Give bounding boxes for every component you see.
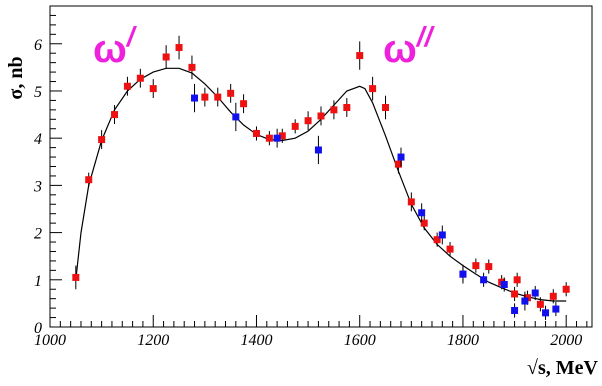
blue-data-point bbox=[438, 231, 446, 239]
red-data-point bbox=[356, 52, 364, 60]
y-tick-label: 5 bbox=[34, 84, 42, 101]
red-data-point bbox=[72, 273, 80, 281]
red-data-point bbox=[162, 53, 170, 61]
red-data-point bbox=[278, 132, 286, 140]
blue-data-point bbox=[232, 113, 240, 121]
red-data-point bbox=[201, 93, 209, 101]
x-tick-label: 1200 bbox=[137, 332, 169, 349]
red-data-point bbox=[407, 198, 415, 206]
x-tick-label: 2000 bbox=[550, 332, 582, 349]
red-data-point bbox=[291, 122, 299, 130]
red-data-point bbox=[382, 103, 390, 111]
red-data-point bbox=[149, 85, 157, 93]
omega-prime-symbol: ω bbox=[93, 27, 127, 71]
red-data-point bbox=[330, 106, 338, 114]
x-tick-label: 1600 bbox=[344, 332, 376, 349]
y-tick-label: 0 bbox=[34, 320, 42, 337]
red-data-point bbox=[562, 285, 570, 293]
omega-prime-superscript: / bbox=[125, 21, 138, 52]
red-data-point bbox=[394, 160, 402, 168]
red-data-point bbox=[369, 85, 377, 93]
y-tick-label: 4 bbox=[34, 131, 42, 148]
blue-data-point bbox=[511, 306, 519, 314]
y-tick-label: 2 bbox=[34, 226, 42, 243]
red-data-point bbox=[317, 112, 325, 120]
red-data-point bbox=[513, 276, 521, 284]
blue-data-point bbox=[542, 309, 550, 317]
omega-double-prime-symbol: ω bbox=[383, 27, 417, 71]
red-data-point bbox=[549, 292, 557, 300]
labels-layer: σ, nb √s, MeV ω/ ω// bbox=[5, 21, 599, 379]
red-data-point bbox=[485, 263, 493, 271]
data-points-layer bbox=[72, 35, 570, 320]
y-tick-label: 3 bbox=[33, 178, 42, 195]
blue-data-point bbox=[552, 305, 560, 313]
blue-data-point bbox=[531, 289, 539, 297]
omega-double-prime-label: ω// bbox=[383, 21, 436, 71]
red-data-point bbox=[343, 103, 351, 111]
axes: 1000 1200 1400 1600 1800 2000 0 1 2 3 4 5 6 bbox=[33, 5, 593, 349]
x-tick-label: 1400 bbox=[240, 332, 272, 349]
red-data-point bbox=[472, 262, 480, 270]
red-data-point bbox=[111, 111, 119, 119]
blue-data-point bbox=[314, 146, 322, 154]
blue-data-point bbox=[500, 281, 508, 289]
red-data-point bbox=[214, 93, 222, 101]
omega-prime-label: ω/ bbox=[93, 21, 138, 71]
blue-data-point bbox=[521, 297, 529, 305]
blue-data-point bbox=[397, 153, 405, 161]
red-data-point bbox=[85, 176, 93, 184]
y-tick-label: 1 bbox=[34, 273, 42, 290]
red-data-point bbox=[240, 100, 248, 108]
red-data-point bbox=[433, 236, 441, 244]
y-axis-title: σ, nb bbox=[5, 56, 27, 99]
blue-data-point bbox=[480, 276, 488, 284]
red-data-point bbox=[98, 136, 106, 144]
x-axis-title: √s, MeV bbox=[527, 357, 599, 379]
blue-data-point bbox=[418, 209, 426, 217]
x-tick-label: 1000 bbox=[34, 332, 66, 349]
red-data-point bbox=[136, 74, 144, 82]
x-tick-label: 1800 bbox=[447, 332, 479, 349]
red-data-point bbox=[227, 89, 235, 97]
blue-data-point bbox=[273, 134, 281, 142]
red-data-point bbox=[252, 129, 260, 137]
red-data-point bbox=[420, 219, 428, 227]
red-data-point bbox=[536, 300, 544, 308]
red-data-point bbox=[123, 82, 131, 90]
blue-data-point bbox=[191, 94, 199, 102]
y-tick-label: 6 bbox=[34, 37, 42, 54]
red-data-point bbox=[511, 290, 519, 298]
red-data-point bbox=[446, 245, 454, 253]
omega-double-prime-superscript: // bbox=[415, 21, 436, 52]
red-data-point bbox=[188, 63, 196, 71]
blue-data-point bbox=[459, 270, 467, 278]
red-data-point bbox=[175, 44, 183, 52]
red-data-point bbox=[265, 134, 273, 142]
red-data-point bbox=[304, 117, 312, 125]
